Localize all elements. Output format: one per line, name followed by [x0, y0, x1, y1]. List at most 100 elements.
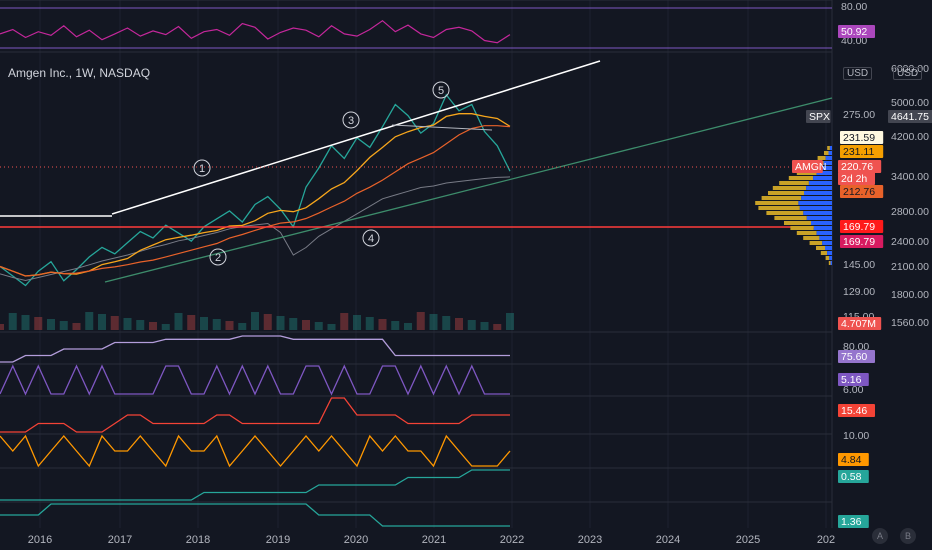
rsi-last-value-bg [838, 25, 875, 38]
volume-profile-right [829, 256, 832, 260]
volume-profile-right [820, 166, 832, 170]
ind2-last-value-bg [838, 373, 869, 386]
amgn-name-tag-bg [792, 160, 823, 173]
volume-bar [327, 324, 336, 330]
rsi-last-value: 50.92 [841, 26, 867, 38]
volume-profile-right [828, 151, 832, 155]
indicator-1-line [0, 335, 510, 363]
indicator-2-line [0, 364, 510, 396]
volume-bar [353, 315, 361, 330]
currency-right[interactable]: USD [893, 67, 923, 80]
volume-profile-left [755, 201, 799, 205]
x-tick-2024: 2024 [656, 534, 680, 546]
volume-bar [276, 316, 285, 330]
ind6-last-value-bg [838, 515, 869, 528]
spx-line [0, 176, 511, 282]
wave-circle-4 [362, 229, 380, 247]
volume-profile-right [829, 146, 832, 150]
volume-bar [98, 314, 106, 330]
volume-bar [200, 317, 208, 330]
volume-bar [480, 322, 489, 330]
wave-circle-5 [432, 81, 450, 99]
tag-231-59-bg [840, 131, 884, 144]
x-tick-2017: 2017 [108, 534, 132, 546]
x-tick-2025: 2025 [736, 534, 760, 546]
volume-profile-right [823, 161, 832, 165]
volume-bar [263, 314, 272, 330]
amgn-price-line [0, 93, 511, 287]
ind3-last-value: 15.46 [841, 405, 867, 417]
ind1-last-value: 75.60 [841, 351, 867, 363]
volume-profile-right [806, 186, 832, 190]
volume-profile-left [774, 216, 807, 220]
volume-profile-left [828, 261, 831, 265]
volume-profile-left [816, 246, 825, 250]
volume-bar [47, 319, 55, 330]
volume-profile-right [830, 261, 832, 265]
volume-profile-left [803, 236, 820, 240]
right-tick-4200: 4200.00 [891, 131, 929, 143]
volume-bar [378, 319, 387, 330]
spx-value-tag-bg [888, 110, 932, 123]
wave-label-1: 1 [199, 163, 205, 175]
volume-bar [174, 313, 183, 330]
currency-left[interactable]: USD [843, 67, 873, 80]
right-tick-2100: 2100.00 [891, 261, 929, 273]
wave-circle-1 [193, 159, 211, 177]
right-tick-1800: 1800.00 [891, 289, 929, 301]
volume-bar [110, 316, 119, 330]
tag-231-11: 231.11 [843, 146, 874, 158]
volume-profile-left [827, 146, 830, 150]
volume-bar [21, 315, 30, 330]
volume-bar [85, 312, 94, 330]
volume-profile-left [809, 241, 823, 245]
ind2-last-value: 5.16 [841, 374, 862, 386]
indicator-6-line [0, 503, 510, 527]
volume-profile-right [813, 226, 832, 230]
volume-bar [123, 318, 132, 330]
ind4-last-value: 4.84 [841, 454, 862, 466]
volume-profile-right [822, 241, 832, 245]
volume-bar [314, 322, 323, 330]
right-tick-2400: 2400.00 [891, 236, 929, 248]
x-tick-202: 202 [817, 534, 835, 546]
volume-profile-left [768, 191, 804, 195]
rsi-line [0, 19, 511, 44]
volume-profile-left [779, 181, 809, 185]
tag-231-11-bg [840, 145, 884, 158]
volume-profile-left [817, 156, 826, 160]
countdown-tag: 2d 2h [841, 173, 867, 185]
log-scale-button[interactable]: B [900, 528, 916, 544]
x-tick-2021: 2021 [422, 534, 446, 546]
volume-bar [493, 324, 502, 330]
ind4-last-value-bg [838, 453, 869, 466]
volume-profile-left [758, 206, 800, 210]
volume-profile-left [796, 231, 817, 235]
right-tick-5000: 5000.00 [891, 97, 929, 109]
auto-scale-button[interactable]: A [872, 528, 888, 544]
ma-orange-line [0, 125, 511, 277]
volume-profile-left [825, 256, 830, 260]
volume-profile-right [816, 171, 832, 175]
tag-212-76-bg [840, 185, 884, 198]
left-tick-129: 129.00 [843, 286, 875, 298]
volume-profile-right [806, 216, 832, 220]
volume-bar [0, 324, 4, 330]
amgn-value-tag: 220.76 [841, 161, 873, 173]
volume-profile-left [790, 226, 814, 230]
indicator-4-line [0, 434, 511, 468]
ind3-last-value-bg [838, 404, 875, 417]
tag-169-79-b: 169.79 [843, 236, 875, 248]
tag-169-79-line-bg [840, 220, 884, 233]
ind3-tick-10: 10.00 [843, 430, 869, 442]
volume-profile-right [801, 196, 832, 200]
volume-profile-right [804, 191, 832, 195]
right-tick-3400: 3400.00 [891, 171, 929, 183]
volume-profile-right [813, 176, 832, 180]
right-tick-2800: 2800.00 [891, 206, 929, 218]
tag-169-79-b-bg [840, 235, 884, 248]
wave-label-2: 2 [215, 252, 221, 264]
volume-bar [289, 318, 298, 330]
